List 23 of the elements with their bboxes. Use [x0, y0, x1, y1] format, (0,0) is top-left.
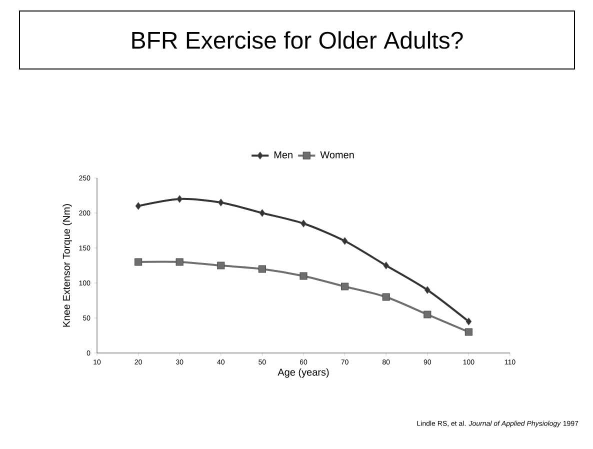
point	[382, 293, 390, 301]
point	[424, 310, 432, 318]
point	[341, 282, 349, 290]
legend-label: Women	[320, 151, 354, 158]
point	[258, 265, 266, 273]
point	[134, 258, 142, 266]
point	[424, 286, 430, 294]
point	[383, 262, 390, 270]
point	[176, 195, 183, 203]
point	[300, 272, 308, 280]
point	[342, 237, 348, 245]
point	[259, 209, 266, 217]
point	[176, 258, 184, 266]
point	[218, 198, 224, 206]
x-axis-title: Age (years)	[278, 368, 329, 378]
point	[217, 262, 225, 270]
point	[300, 220, 306, 228]
point	[466, 318, 472, 326]
chart-title: BFR Exercise for Older Adults?	[132, 31, 463, 49]
point	[464, 328, 473, 336]
legend-label: Men	[274, 151, 292, 158]
point	[135, 202, 142, 210]
y-axis-title: Knee Extensor Torque (Nm)	[62, 204, 72, 327]
